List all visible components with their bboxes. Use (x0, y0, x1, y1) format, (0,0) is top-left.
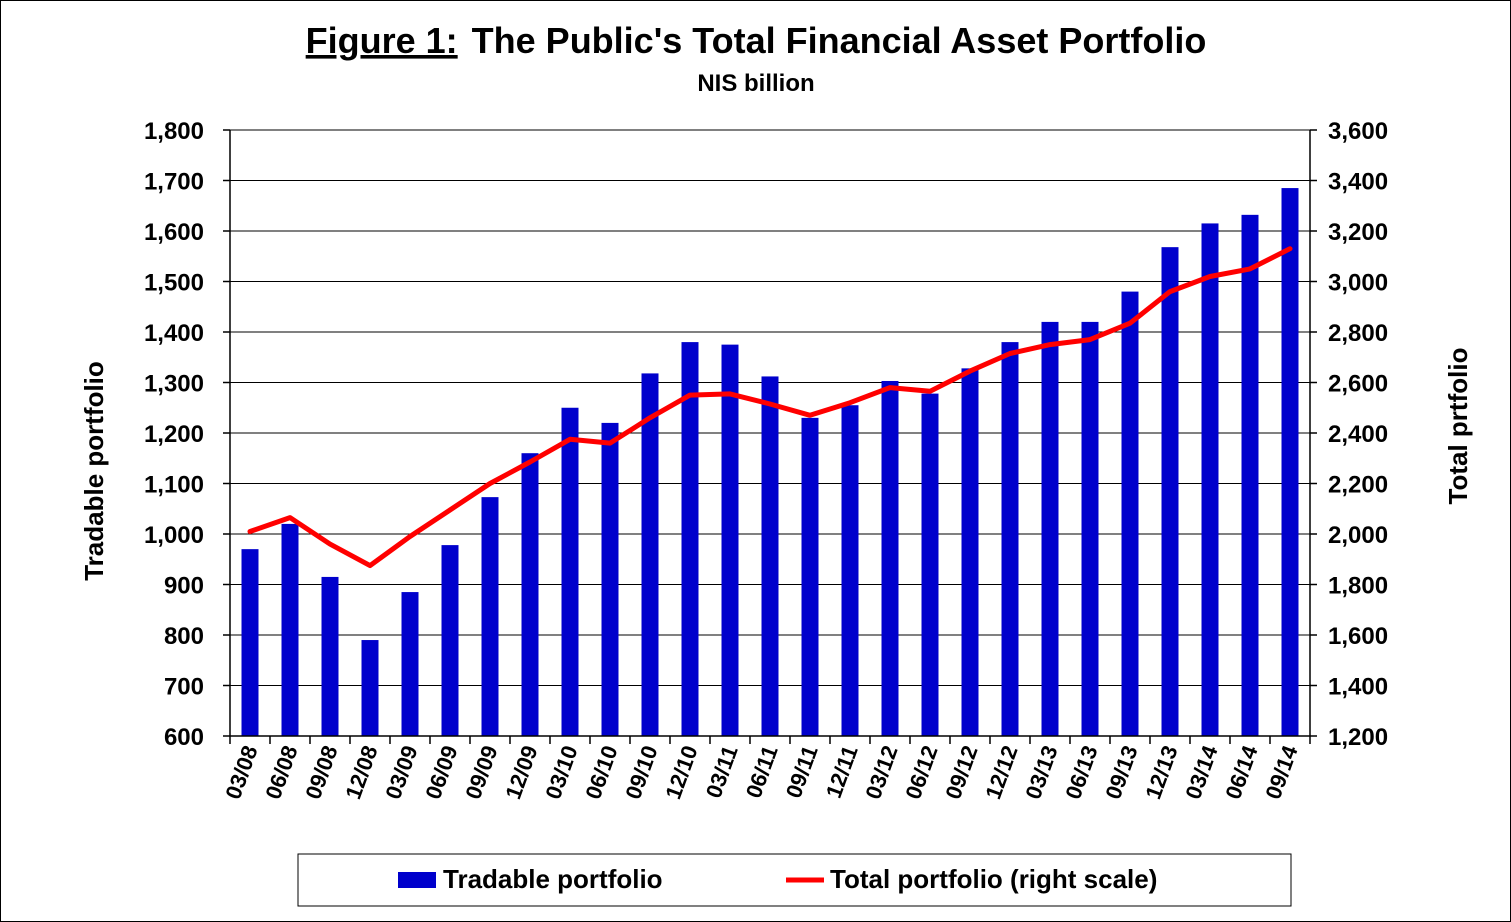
x-tick-label: 03/11 (701, 742, 743, 801)
x-tick-label: 03/12 (860, 742, 902, 802)
bar-09-13 (1121, 291, 1139, 736)
x-tick-label: 12/13 (1140, 742, 1182, 802)
bar-09-10 (641, 373, 659, 736)
bar-03-08 (241, 549, 259, 736)
bar-06-08 (281, 523, 299, 736)
y-right-tick-label: 1,200 (1328, 724, 1388, 751)
bar-03-09 (401, 592, 419, 736)
bar-03-12 (881, 380, 899, 736)
x-tick-label: 06/08 (260, 742, 302, 802)
bar-12-10 (681, 342, 699, 736)
bar-12-13 (1161, 247, 1179, 736)
y-right-tick-label: 2,800 (1328, 320, 1388, 347)
y-right-tick-label: 3,200 (1328, 219, 1388, 246)
legend-swatch-tradable (398, 872, 436, 888)
y-axis-right-ticks: 1,200 1,400 1,600 1,800 2,000 2,200 2,400 2,600… (1328, 118, 1388, 751)
y-right-tick-label: 1,600 (1328, 623, 1388, 650)
axes (223, 129, 1317, 744)
chart-title-prefix: Figure 1: (306, 20, 458, 61)
y-left-tick-label: 1,400 (144, 320, 204, 347)
y-left-tick-label: 1,300 (144, 371, 204, 398)
x-tick-label: 12/10 (660, 742, 702, 802)
y-right-tick-label: 2,200 (1328, 472, 1388, 499)
legend-label-tradable: Tradable portfolio (443, 864, 663, 894)
y-left-tick-label: 1,000 (144, 522, 204, 549)
y-axis-left-ticks: 600 700 800 900 1,000 1,100 1,200 1,300 1,400 1,5… (144, 118, 204, 751)
y-right-tick-label: 3,600 (1328, 118, 1388, 145)
chart-title: Figure 1: The Public's Total Financial As… (306, 20, 1207, 61)
y-right-tick-label: 1,400 (1328, 674, 1388, 701)
y-left-tick-label: 1,700 (144, 169, 204, 196)
x-tick-label: 03/14 (1180, 741, 1223, 802)
bar-09-11 (801, 417, 819, 736)
x-tick-label: 09/10 (620, 742, 662, 802)
x-tick-label: 06/12 (900, 742, 942, 802)
y-left-tick-label: 1,200 (144, 421, 204, 448)
x-tick-label: 09/08 (300, 742, 342, 802)
bar-03-14 (1201, 223, 1219, 737)
bar-06-14 (1241, 214, 1259, 737)
x-tick-label: 09/11 (781, 742, 823, 801)
x-tick-label: 06/09 (420, 742, 462, 802)
x-tick-label: 03/13 (1020, 742, 1062, 802)
y-left-tick-label: 1,800 (144, 118, 204, 145)
bar-03-11 (721, 344, 739, 736)
x-tick-label: 03/10 (540, 742, 582, 802)
bar-09-12 (961, 368, 979, 736)
bar-09-08 (321, 576, 339, 736)
line-series-total (247, 246, 1293, 569)
x-tick-label: 12/08 (340, 742, 382, 802)
bar-12-12 (1001, 342, 1019, 736)
y-left-tick-label: 1,100 (144, 472, 204, 499)
x-tick-label: 06/13 (1060, 742, 1102, 802)
line-total-portfolio (247, 246, 1293, 569)
bar-03-13 (1041, 321, 1059, 736)
x-tick-label: 06/11 (741, 742, 783, 801)
bar-06-12 (921, 393, 939, 736)
bar-06-11 (761, 376, 779, 736)
bar-12-11 (841, 405, 859, 736)
x-tick-label: 06/10 (580, 742, 622, 802)
legend-label-total: Total portfolio (right scale) (830, 864, 1157, 894)
x-tick-label: 09/14 (1260, 741, 1303, 802)
x-tick-label: 09/13 (1100, 742, 1142, 802)
y-right-tick-label: 2,000 (1328, 522, 1388, 549)
chart-title-rest: The Public's Total Financial Asset Portf… (472, 20, 1207, 61)
x-tick-label: 12/09 (500, 742, 542, 802)
bar-series-tradable (241, 188, 1299, 737)
y-left-tick-label: 900 (164, 573, 204, 600)
y-left-tick-label: 1,500 (144, 270, 204, 297)
y-right-tick-label: 1,800 (1328, 573, 1388, 600)
x-tick-label: 09/12 (940, 742, 982, 802)
x-tick-label: 03/08 (220, 742, 262, 802)
y-right-tick-label: 3,000 (1328, 270, 1388, 297)
y-right-tick-label: 2,600 (1328, 371, 1388, 398)
x-axis-ticks: 03/0806/0809/0812/0803/0906/0909/0912/09… (220, 741, 1303, 802)
y-left-tick-label: 700 (164, 674, 204, 701)
x-tick-label: 06/14 (1220, 741, 1263, 802)
x-tick-label: 03/09 (380, 742, 422, 802)
chart-subtitle: NIS billion (697, 70, 814, 97)
y-left-tick-label: 600 (164, 724, 204, 751)
x-tick-label: 12/12 (980, 742, 1022, 802)
bar-09-09 (481, 497, 499, 736)
bar-06-10 (601, 422, 619, 736)
legend: Tradable portfolio Total portfolio (righ… (297, 853, 1292, 907)
y-left-tick-label: 1,600 (144, 219, 204, 246)
bar-03-10 (561, 407, 579, 736)
y-left-tick-label: 800 (164, 623, 204, 650)
y-axis-left-title: Tradable portfolio (79, 361, 109, 581)
bar-06-13 (1081, 321, 1099, 736)
bar-06-09 (441, 545, 459, 736)
y-right-tick-label: 2,400 (1328, 421, 1388, 448)
x-tick-label: 09/09 (460, 742, 502, 802)
y-axis-right-title: Total prtfolio (1443, 348, 1473, 505)
y-right-tick-label: 3,400 (1328, 169, 1388, 196)
bar-09-14 (1281, 188, 1299, 736)
bar-12-09 (521, 453, 539, 736)
x-tick-label: 12/11 (821, 742, 863, 801)
bar-12-08 (361, 640, 379, 736)
